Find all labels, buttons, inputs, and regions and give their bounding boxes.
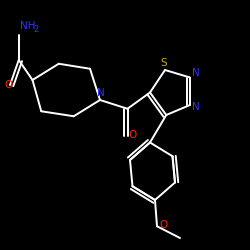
Text: N: N xyxy=(192,68,200,78)
Text: S: S xyxy=(160,58,167,68)
Text: N: N xyxy=(98,88,105,98)
Text: O: O xyxy=(128,130,136,140)
Text: O: O xyxy=(159,220,168,230)
Text: O: O xyxy=(4,80,13,90)
Text: 2: 2 xyxy=(34,25,39,34)
Text: NH: NH xyxy=(20,21,36,31)
Text: N: N xyxy=(192,102,200,112)
